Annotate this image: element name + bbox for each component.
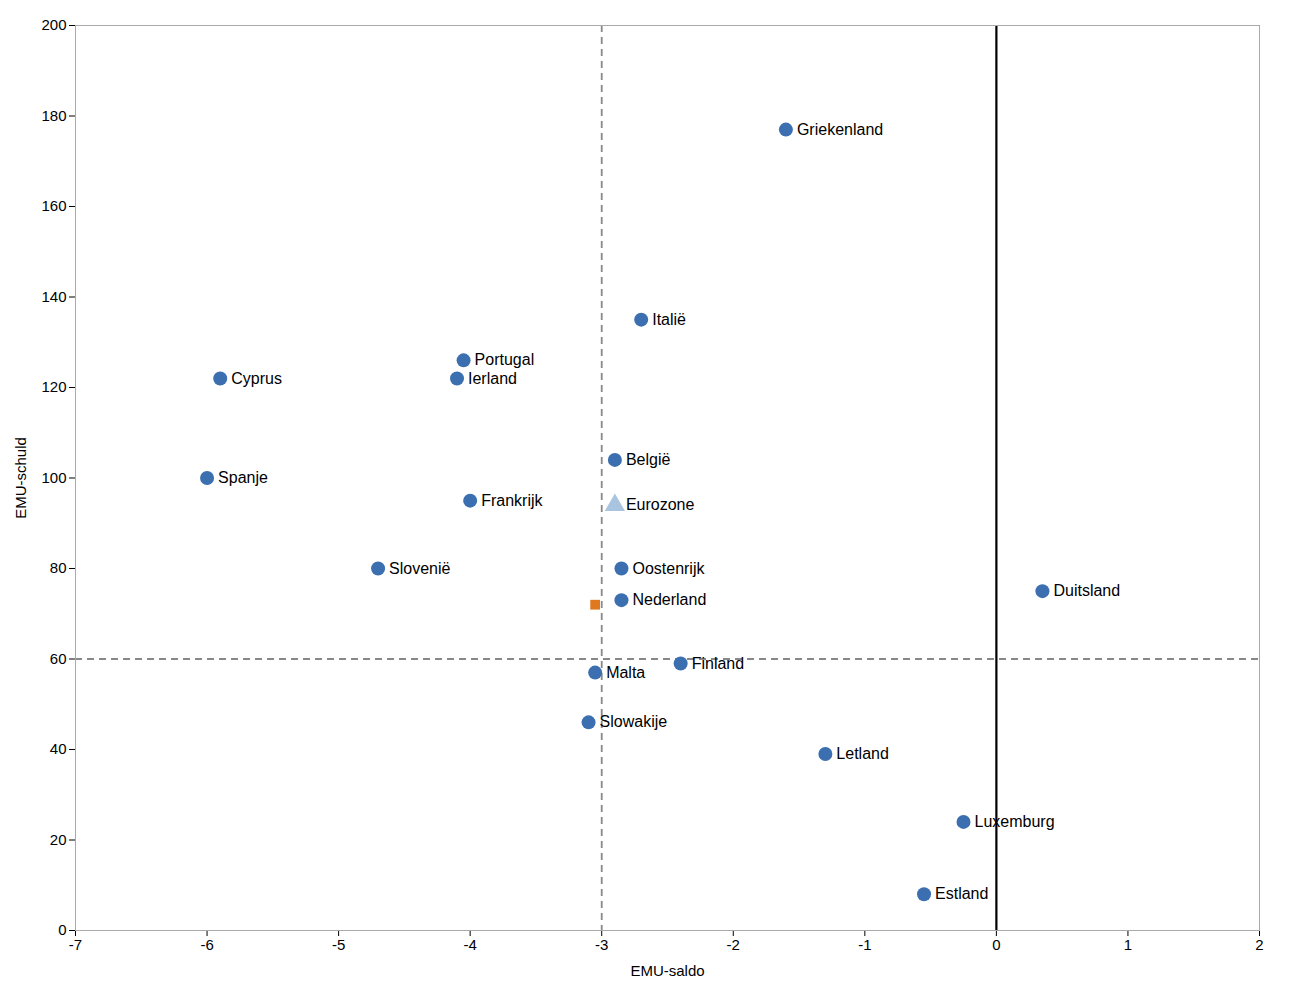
svg-text:België: België (626, 451, 671, 468)
svg-text:Nederland: Nederland (632, 591, 706, 608)
svg-text:EMU-schuld: EMU-schuld (12, 437, 29, 519)
svg-text:180: 180 (41, 107, 66, 124)
svg-text:Malta: Malta (606, 664, 645, 681)
svg-text:0: 0 (58, 921, 66, 938)
svg-text:120: 120 (41, 378, 66, 395)
svg-text:-2: -2 (727, 936, 740, 953)
svg-text:100: 100 (41, 469, 66, 486)
svg-text:Slowakije: Slowakije (600, 713, 668, 730)
svg-text:2: 2 (1255, 936, 1263, 953)
svg-text:Griekenland: Griekenland (797, 121, 883, 138)
svg-text:Italië: Italië (652, 311, 686, 328)
svg-text:-3: -3 (595, 936, 608, 953)
svg-text:Eurozone: Eurozone (626, 496, 695, 513)
svg-text:140: 140 (41, 288, 66, 305)
svg-text:80: 80 (50, 559, 67, 576)
svg-text:Slovenië: Slovenië (389, 560, 450, 577)
svg-text:-4: -4 (463, 936, 476, 953)
svg-text:Cyprus: Cyprus (231, 370, 282, 387)
svg-text:200: 200 (41, 16, 66, 33)
svg-text:0: 0 (992, 936, 1000, 953)
svg-text:-7: -7 (69, 936, 82, 953)
svg-text:Frankrijk: Frankrijk (481, 492, 543, 509)
svg-text:Ierland: Ierland (468, 370, 517, 387)
svg-text:-1: -1 (858, 936, 871, 953)
svg-text:-6: -6 (200, 936, 213, 953)
svg-text:Oostenrijk: Oostenrijk (632, 560, 705, 577)
svg-text:-5: -5 (332, 936, 345, 953)
svg-text:Letland: Letland (836, 745, 889, 762)
svg-text:1: 1 (1124, 936, 1132, 953)
svg-text:Portugal: Portugal (475, 351, 535, 368)
svg-text:Luxemburg: Luxemburg (975, 813, 1055, 830)
svg-text:Finland: Finland (692, 655, 744, 672)
svg-text:40: 40 (50, 740, 67, 757)
svg-text:160: 160 (41, 197, 66, 214)
svg-text:Duitsland: Duitsland (1053, 582, 1120, 599)
svg-text:60: 60 (50, 650, 67, 667)
svg-text:EMU-saldo: EMU-saldo (630, 962, 704, 979)
svg-text:20: 20 (50, 831, 67, 848)
svg-text:Estland: Estland (935, 885, 988, 902)
svg-text:Spanje: Spanje (218, 469, 268, 486)
